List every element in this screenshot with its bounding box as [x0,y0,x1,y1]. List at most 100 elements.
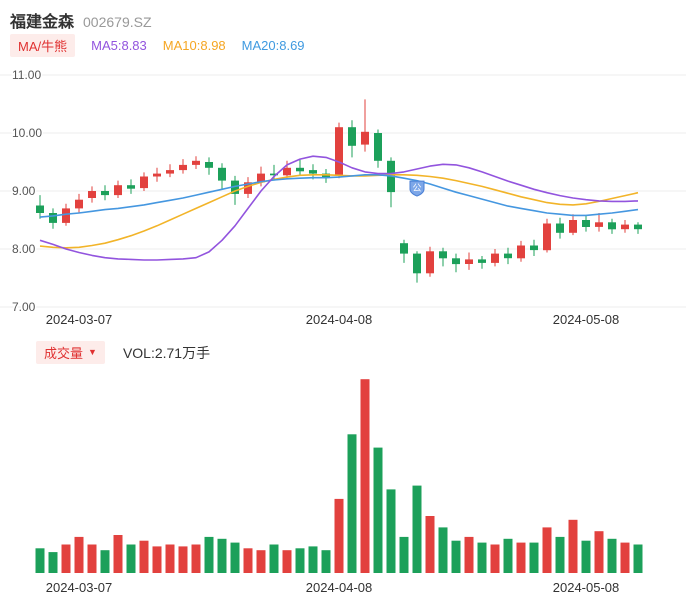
candle-body [140,176,148,189]
volume-bar [269,544,279,573]
volume-bar [438,527,448,573]
candle-body [296,167,304,172]
candle-body [621,224,629,230]
volume-bar [477,542,487,573]
volume-header: 成交量 ▼ VOL:2.71万手 [36,341,210,364]
x-axis-label: 2024-05-08 [553,580,620,595]
volume-bar [256,550,266,573]
candle-body [413,253,421,274]
volume-bar [243,548,253,573]
candle-body [530,245,538,251]
ma20-value-label: MA20:8.69 [241,38,305,53]
candle-body [166,170,174,174]
candle-body [556,223,564,233]
volume-bar [230,542,240,573]
ma-mode-label: MA/牛熊 [18,39,68,54]
volume-bar [100,550,110,573]
candle-body [517,245,525,259]
candle-body [491,253,499,263]
event-badge-icon[interactable]: 公 [409,180,425,197]
candle-body [179,164,187,171]
candle-body [192,160,200,165]
candle-body [283,167,291,176]
volume-bar [334,498,344,573]
volume-bar [516,542,526,573]
y-axis-label: 9.00 [12,184,36,198]
candle-body [309,170,317,174]
x-axis-label: 2024-05-08 [553,312,620,327]
volume-bar [542,527,552,573]
candlestick-chart[interactable]: 11.00 10.00 9.00 8.00 7.00 公 2024-03-07 2024-04… [0,60,686,332]
candle-body [205,162,213,168]
x-axis-label: 2024-03-07 [46,312,113,327]
ma10-value-label: MA10:8.98 [162,38,226,53]
volume-bar [178,546,188,573]
candle-body [452,258,460,265]
volume-chart[interactable]: 2024-03-07 2024-04-08 2024-05-08 [0,374,686,606]
volume-bar [464,536,474,573]
y-axis-label: 11.00 [12,68,41,82]
ma5-value-label: MA5:8.83 [91,38,147,53]
volume-bar [217,538,227,573]
candle-body [75,199,83,209]
candle-body [335,127,343,175]
candle-body [244,182,252,194]
stock-code: 002679.SZ [83,14,152,30]
candle-body [426,251,434,274]
volume-bar [126,544,136,573]
volume-bar [568,519,578,573]
volume-bar [594,531,604,573]
ma-mode-selector[interactable]: MA/牛熊 [10,34,76,57]
candle-body [374,133,382,161]
candle-body [114,185,122,196]
indicator-legend: MA/牛熊 MA5:8.83 MA10:8.98 MA20:8.69 [10,34,305,57]
candle-body [257,173,265,183]
candle-body [231,180,239,194]
candle-body [36,205,44,213]
candle-body [608,222,616,230]
volume-bar [152,546,162,573]
volume-bar [607,538,617,573]
volume-bar [633,544,643,573]
volume-bar [555,536,565,573]
candle-body [270,173,278,176]
header: 福建金森 002679.SZ [10,8,152,32]
candle-body [582,220,590,227]
volume-bar [204,536,214,573]
volume-bar [386,489,396,573]
y-axis-label: 8.00 [12,242,36,256]
volume-bar [399,536,409,573]
volume-bar [373,447,383,573]
volume-bar [360,379,370,573]
volume-bar [425,516,435,573]
ma10-line [39,174,639,249]
stock-name: 福建金森 [10,14,75,31]
x-axis-label: 2024-04-08 [306,580,373,595]
candle-body [127,185,135,189]
volume-bar [490,544,500,573]
candle-body [348,127,356,146]
y-axis-label: 10.00 [12,126,42,140]
volume-bar [451,540,461,573]
volume-value-label: VOL:2.71万手 [122,344,211,361]
x-axis-label: 2024-04-08 [306,312,373,327]
x-axis-label: 2024-03-07 [46,580,113,595]
candle-body [101,191,109,196]
chevron-down-icon: ▼ [88,347,97,357]
candle-body [465,259,473,264]
volume-type-selector[interactable]: 成交量 ▼ [36,341,105,364]
candle-body [49,213,57,223]
volume-bar [35,548,45,573]
volume-bar [113,535,123,573]
candle-body [543,223,551,251]
volume-bar [347,434,357,573]
candle-body [634,224,642,230]
volume-bar [282,550,292,573]
svg-text:公: 公 [412,183,421,193]
ma20-line [39,174,639,218]
volume-type-label: 成交量 [44,346,84,361]
candle-body [478,259,486,263]
candle-body [569,220,577,233]
volume-bar [61,544,71,573]
